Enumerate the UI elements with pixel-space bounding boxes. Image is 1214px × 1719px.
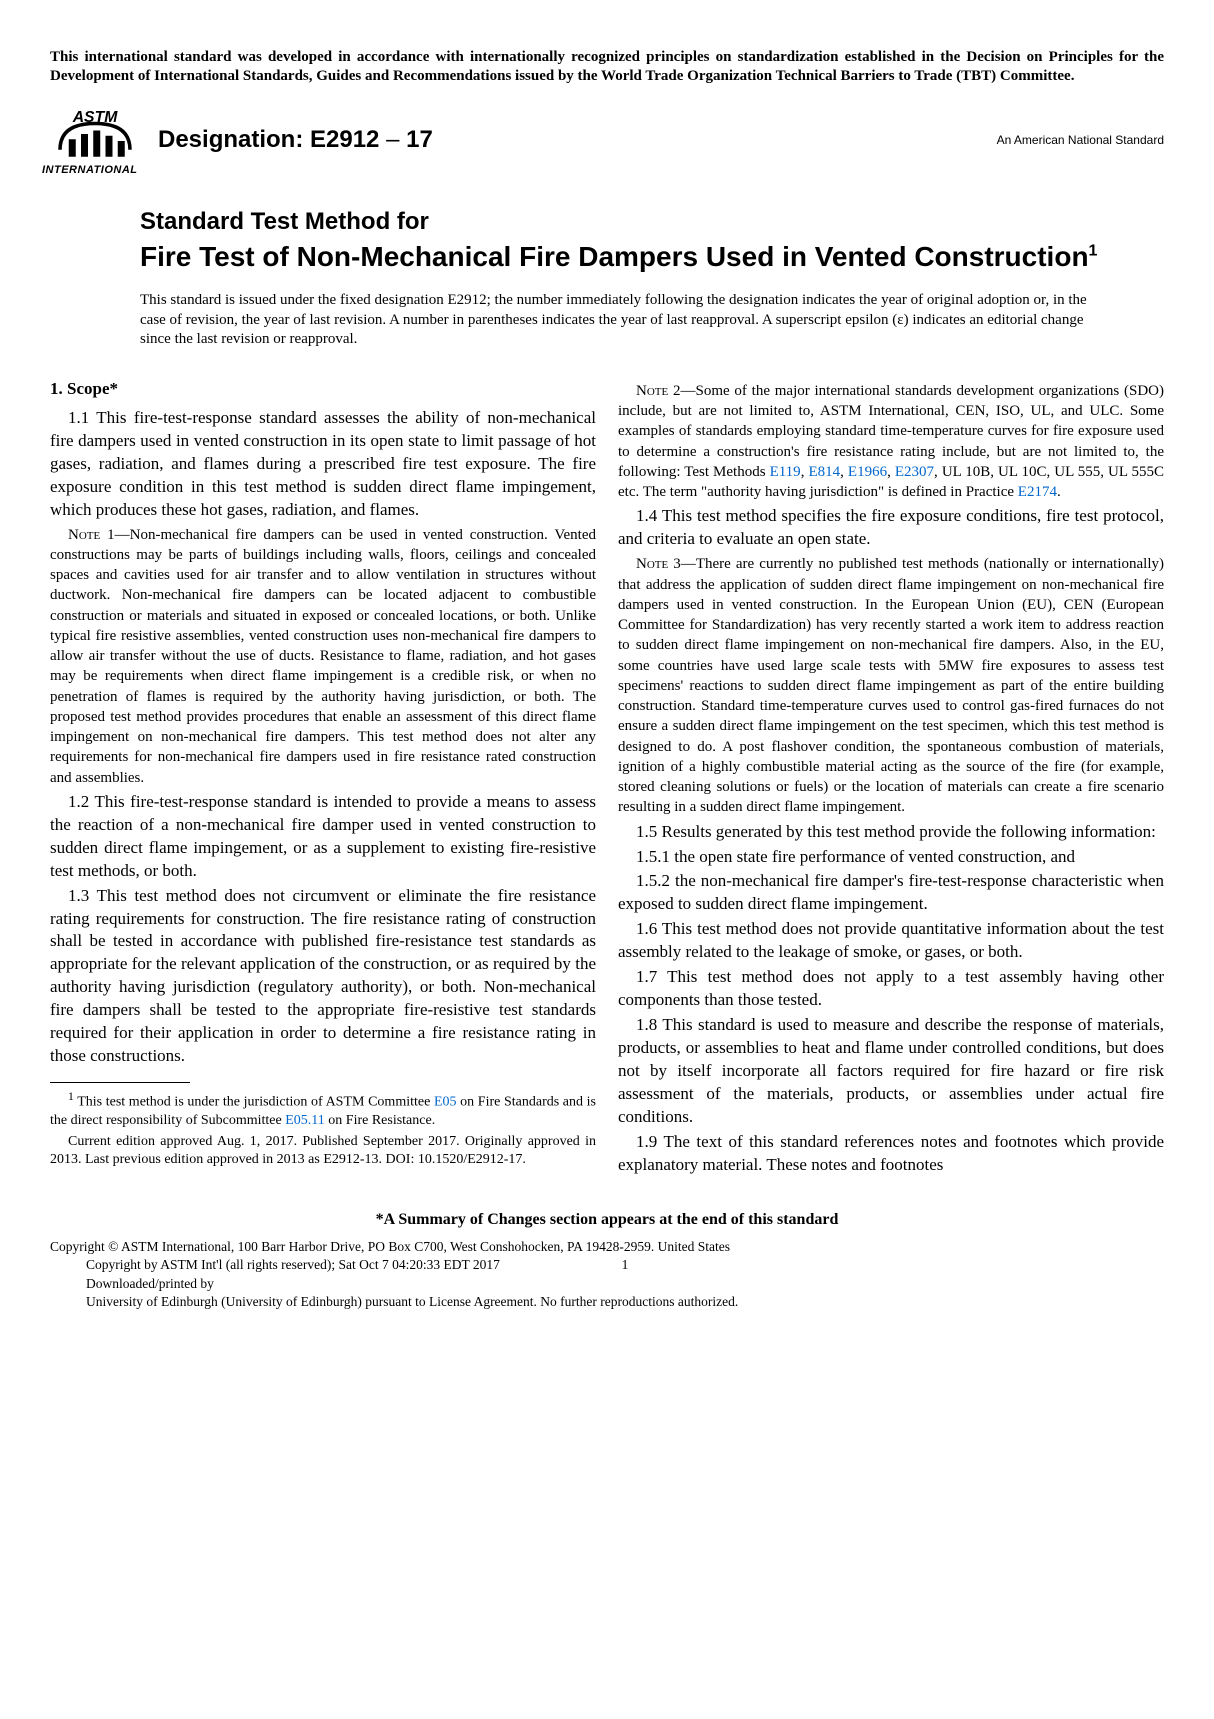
para-1-2: 1.2 This fire-test-response standard is … <box>50 791 596 883</box>
footer-rights: Copyright by ASTM Int'l (all rights rese… <box>86 1257 500 1272</box>
scope-heading: 1. Scope* <box>50 378 596 401</box>
footer-block: Copyright © ASTM International, 100 Barr… <box>50 1238 1164 1311</box>
link-e05[interactable]: E05 <box>434 1095 457 1110</box>
footnote-1: 1 This test method is under the jurisdic… <box>50 1089 596 1130</box>
link-e2174[interactable]: E2174 <box>1018 484 1057 500</box>
para-1-5-2: 1.5.2 the non-mechanical fire damper's f… <box>618 870 1164 916</box>
para-1-3: 1.3 This test method does not circumvent… <box>50 885 596 1069</box>
summary-changes-note: *A Summary of Changes section appears at… <box>50 1209 1164 1231</box>
designation-sep: – <box>379 126 406 153</box>
logo-international-label: INTERNATIONAL <box>42 163 138 178</box>
note-1-label: Note 1— <box>68 527 130 543</box>
footnote-block: 1 This test method is under the jurisdic… <box>50 1082 596 1169</box>
footer-line-3: University of Edinburgh (University of E… <box>86 1293 1164 1311</box>
para-1-5: 1.5 Results generated by this test metho… <box>618 821 1164 844</box>
note-2-c: . <box>1057 484 1061 500</box>
para-1-4: 1.4 This test method specifies the fire … <box>618 505 1164 551</box>
link-e814[interactable]: E814 <box>808 464 840 480</box>
para-1-7: 1.7 This test method does not apply to a… <box>618 966 1164 1012</box>
svg-text:ASTM: ASTM <box>72 108 119 125</box>
link-e0511[interactable]: E05.11 <box>285 1113 325 1128</box>
note-1: Note 1—Non-mechanical fire dampers can b… <box>50 525 596 788</box>
footer-line-2: Downloaded/printed by <box>86 1275 1164 1293</box>
note-2-label: Note 2— <box>636 383 695 399</box>
note-3: Note 3—There are currently no published … <box>618 554 1164 817</box>
para-1-5-1: 1.5.1 the open state fire performance of… <box>618 846 1164 869</box>
title-text: Fire Test of Non-Mechanical Fire Dampers… <box>140 241 1089 272</box>
footnote-2: Current edition approved Aug. 1, 2017. P… <box>50 1133 596 1169</box>
note-2: Note 2—Some of the major international s… <box>618 381 1164 503</box>
body-columns: 1. Scope* 1.1 This fire-test-response st… <box>50 378 1164 1179</box>
designation-row: ASTM INTERNATIONAL Designation: E2912 – … <box>50 106 1164 176</box>
title-footnote-ref: 1 <box>1089 243 1098 260</box>
para-1-9: 1.9 The text of this standard references… <box>618 1131 1164 1177</box>
designation-year: 17 <box>406 126 433 153</box>
copyright-line: Copyright © ASTM International, 100 Barr… <box>50 1238 1164 1256</box>
title-prefix: Standard Test Method for <box>140 206 1164 238</box>
link-e119[interactable]: E119 <box>770 464 801 480</box>
header-compliance-note: This international standard was develope… <box>50 48 1164 86</box>
title-block: Standard Test Method for Fire Test of No… <box>140 206 1164 274</box>
note-3-label: Note 3— <box>636 556 696 572</box>
designation-text: Designation: E2912 – 17 <box>158 124 433 156</box>
title-main: Fire Test of Non-Mechanical Fire Dampers… <box>140 240 1164 274</box>
issuance-note: This standard is issued under the fixed … <box>140 291 1114 350</box>
astm-logo: ASTM INTERNATIONAL <box>50 106 140 176</box>
ans-label: An American National Standard <box>997 132 1164 148</box>
note-3-text: There are currently no published test me… <box>618 556 1164 815</box>
footnote-separator <box>50 1082 190 1083</box>
fn1-a: This test method is under the jurisdicti… <box>74 1095 434 1110</box>
para-1-1: 1.1 This fire-test-response standard ass… <box>50 407 596 522</box>
page-number: 1 <box>622 1256 629 1274</box>
designation-code: Designation: E2912 <box>158 126 379 153</box>
link-e1966[interactable]: E1966 <box>848 464 887 480</box>
footer-line-1: Copyright by ASTM Int'l (all rights rese… <box>86 1256 1164 1274</box>
link-e2307[interactable]: E2307 <box>895 464 934 480</box>
para-1-8: 1.8 This standard is used to measure and… <box>618 1014 1164 1129</box>
note-1-text: Non-mechanical fire dampers can be used … <box>50 527 596 786</box>
fn1-c: on Fire Resistance. <box>325 1113 435 1128</box>
para-1-6: 1.6 This test method does not provide qu… <box>618 918 1164 964</box>
